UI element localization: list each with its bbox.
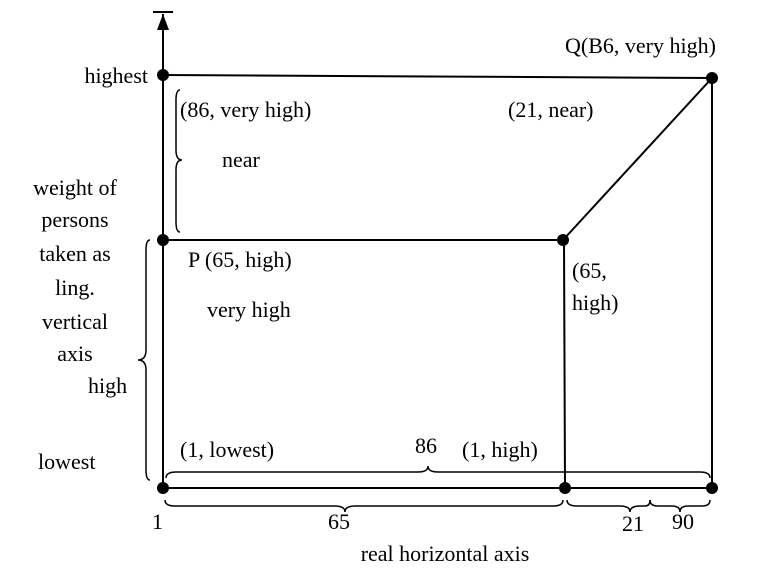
points — [157, 69, 718, 494]
point — [557, 234, 569, 246]
axis-title: taken as — [39, 241, 110, 266]
axis-title: ling. — [55, 275, 95, 300]
point — [157, 482, 169, 494]
brace — [649, 499, 711, 513]
region-label: very high — [207, 297, 291, 322]
point-label: (1, lowest) — [180, 437, 274, 462]
point — [559, 482, 571, 494]
point — [706, 72, 718, 84]
tick-label: 1 — [152, 509, 163, 534]
point — [157, 69, 169, 81]
brace — [175, 89, 183, 233]
lines — [153, 11, 713, 489]
point-label: Q(B6, very high) — [565, 33, 716, 58]
mid-vertical-line — [563, 239, 566, 489]
brace-label: 86 — [415, 433, 437, 458]
brace-label: 65 — [328, 509, 350, 534]
point-label: (65, — [572, 258, 607, 283]
brace — [164, 499, 564, 513]
brace — [566, 499, 651, 513]
arrow-head — [157, 14, 169, 30]
region-label: (86, very high) — [180, 97, 311, 122]
brace-label: near — [222, 147, 261, 172]
point-label: (1, high) — [462, 437, 538, 462]
axis-title: persons — [41, 207, 108, 232]
brace — [137, 239, 151, 481]
brace-label: high — [88, 373, 127, 398]
labels: Q(B6, very high) highest (86, very high)… — [33, 33, 716, 566]
axis-label: highest — [84, 63, 148, 88]
braces — [137, 89, 711, 513]
brace-label: 21 — [622, 511, 644, 536]
point-label: high) — [572, 290, 618, 315]
axis-title: axis — [57, 341, 92, 366]
brace-label: 90 — [672, 509, 694, 534]
top-line — [162, 74, 713, 79]
point-label: P (65, high) — [188, 247, 292, 272]
brace — [165, 465, 711, 479]
point — [157, 234, 169, 246]
diagonal-line — [562, 77, 713, 241]
point — [706, 482, 718, 494]
axis-label: lowest — [38, 449, 95, 474]
region-label: (21, near) — [508, 97, 594, 122]
axis-title: vertical — [42, 309, 108, 334]
axis-title: real horizontal axis — [361, 541, 530, 566]
axis-title: weight of — [33, 175, 117, 200]
